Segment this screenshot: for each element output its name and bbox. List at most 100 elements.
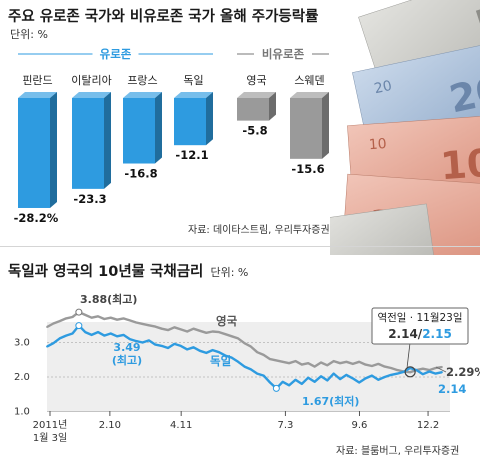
bar-side-face <box>155 92 162 164</box>
germany-point <box>351 377 354 380</box>
uk-point <box>160 327 163 330</box>
germany-point <box>173 342 176 345</box>
bar-value-label: -5.8 <box>242 124 267 138</box>
svg-text:10: 10 <box>439 141 480 189</box>
uk-point <box>135 321 138 324</box>
germany-point <box>358 381 361 384</box>
germany-point <box>320 375 322 378</box>
germany-point <box>154 343 157 346</box>
germany-point <box>167 347 169 349</box>
uk-point <box>84 314 87 316</box>
uk-point <box>103 318 106 320</box>
series-name-label: 영국 <box>216 314 238 328</box>
x-tick-label: 4.11 <box>170 420 192 431</box>
bar-value-label: -23.3 <box>73 192 106 206</box>
germany-point <box>402 370 405 373</box>
uk-point <box>281 360 284 363</box>
uk-point <box>441 366 443 368</box>
uk-point <box>326 364 329 367</box>
group-label: 비유로존 <box>262 47 305 61</box>
germany-point <box>383 376 386 378</box>
end-uk-leader <box>435 366 447 373</box>
germany-point <box>364 377 367 380</box>
germany-point <box>409 367 412 369</box>
uk-point <box>58 320 61 323</box>
crossover-box <box>371 307 469 345</box>
uk-point <box>173 326 176 329</box>
uk-point <box>345 360 348 363</box>
germany-point <box>160 345 163 347</box>
bar-top-face <box>174 92 213 98</box>
bar <box>123 98 155 164</box>
uk-point <box>313 365 316 368</box>
germany-point <box>288 384 290 387</box>
uk-point <box>288 362 290 365</box>
germany-point <box>230 356 233 359</box>
germany-point <box>441 371 443 374</box>
uk-point <box>383 365 386 368</box>
uk-point <box>186 330 189 333</box>
uk-point <box>141 322 144 325</box>
uk-point <box>237 337 240 340</box>
germany-max-value: 3.49 <box>113 341 140 354</box>
uk-point <box>167 329 169 331</box>
uk-max-marker <box>75 308 83 316</box>
euro-banknotes-illustration: 5 20 20 10 10 10 <box>330 0 480 255</box>
bar-side-face <box>50 92 57 208</box>
uk-point <box>364 363 367 366</box>
germany-point <box>237 360 240 363</box>
uk-point <box>262 354 265 356</box>
uk-point <box>90 316 93 319</box>
germany-point <box>205 351 208 354</box>
uk-point <box>256 351 259 354</box>
germany-point <box>294 378 297 381</box>
svg-text:20: 20 <box>373 78 394 97</box>
line-chart-title: 독일과 영국의 10년물 국채금리 단위: % <box>8 260 248 281</box>
uk-point <box>71 316 74 318</box>
uk-point <box>205 331 208 334</box>
end-germany-value: 2.14 <box>438 382 466 396</box>
bar-category-label: 핀란드 <box>22 74 52 87</box>
germany-point <box>224 354 227 357</box>
crossover-marker <box>404 366 416 378</box>
bar-top-face <box>123 92 162 98</box>
crossover-values: 2.14/2.15 <box>388 327 452 341</box>
germany-point <box>428 370 431 373</box>
bar-chart-title: 주요 유로존 국가와 비유로존 국가 올해 주가등락률 <box>8 9 319 25</box>
bar-side-face <box>104 92 111 189</box>
germany-point <box>218 351 220 354</box>
uk-point <box>109 316 112 319</box>
bar <box>174 98 206 146</box>
uk-point <box>218 331 220 334</box>
uk-point <box>371 365 373 367</box>
germany-point <box>313 380 316 383</box>
uk-point <box>390 367 392 369</box>
uk-point <box>332 360 335 363</box>
germany-point <box>192 346 195 349</box>
uk-point <box>434 367 437 369</box>
svg-text:5: 5 <box>470 0 480 44</box>
germany-point <box>52 342 55 345</box>
uk-point <box>409 371 412 374</box>
germany-point <box>434 372 437 375</box>
germany-point <box>243 365 246 368</box>
germany-point <box>186 348 189 351</box>
bar-value-label: -16.8 <box>124 167 157 181</box>
bar-category-label: 독일 <box>183 73 203 87</box>
crossover-uk-value: 2.14 <box>388 327 418 341</box>
bar-value-label: -28.2% <box>14 211 59 225</box>
germany-point <box>65 334 68 337</box>
uk-point <box>52 322 55 325</box>
bar-category-label: 이탈리아 <box>71 74 111 87</box>
line-chart-source: 자료: 블룸버그, 우리투자증권 <box>336 446 460 457</box>
bar <box>290 98 322 159</box>
germany-min-marker <box>272 384 280 392</box>
bar-chart-unit: 단위: % <box>10 28 48 41</box>
uk-point <box>230 335 233 338</box>
germany-point <box>300 383 303 385</box>
y-tick-label: 3.0 <box>14 338 30 349</box>
bar-side-face <box>322 92 329 159</box>
uk-point <box>421 367 424 370</box>
bar-category-label: 영국 <box>246 74 266 87</box>
germany-point <box>122 334 125 336</box>
